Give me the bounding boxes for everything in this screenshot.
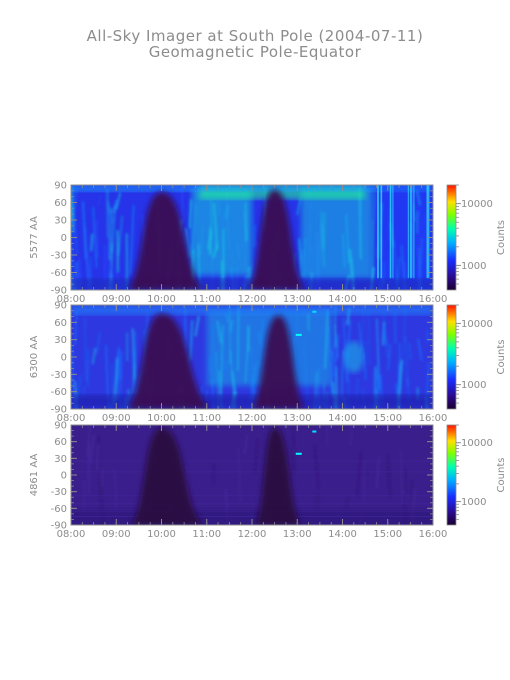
x-tick-label: 14:00	[328, 413, 357, 424]
dark-band-2	[252, 315, 305, 409]
y-tick-label: -30	[51, 370, 67, 381]
x-tick-label: 11:00	[192, 413, 221, 424]
x-tick-label: 12:00	[238, 529, 267, 540]
bright-pixel	[312, 430, 317, 433]
y-axis-label: 4861 AA	[29, 454, 40, 497]
x-tick-label: 13:00	[283, 529, 312, 540]
colorbar-tick-label: 1000	[461, 497, 486, 508]
colorbar-tick-label: 10000	[461, 199, 493, 210]
y-tick-label: 90	[54, 301, 67, 312]
x-tick-label: 08:00	[57, 413, 86, 424]
x-tick-label: 15:00	[373, 413, 402, 424]
x-tick-label: 11:00	[192, 294, 221, 305]
dark-band-2	[248, 189, 305, 290]
x-tick-label: 14:00	[328, 294, 357, 305]
bright-pixel	[312, 310, 317, 313]
x-tick-label: 15:00	[373, 294, 402, 305]
colorbar-label: Counts	[496, 220, 507, 255]
x-tick-label: 08:00	[57, 529, 86, 540]
keogram-image	[71, 185, 433, 290]
y-tick-label: 60	[54, 437, 67, 448]
y-tick-label: 0	[61, 233, 67, 244]
x-tick-label: 14:00	[328, 529, 357, 540]
x-tick-label: 09:00	[102, 529, 131, 540]
keogram-image	[71, 425, 433, 525]
y-tick-label: -30	[51, 251, 67, 262]
x-tick-label: 11:00	[192, 529, 221, 540]
y-tick-label: -90	[51, 286, 67, 297]
x-tick-label: 10:00	[147, 529, 176, 540]
y-tick-label: 90	[54, 181, 67, 192]
x-tick-label: 08:00	[57, 294, 86, 305]
y-tick-label: -30	[51, 487, 67, 498]
x-tick-label: 10:00	[147, 413, 176, 424]
colorbar-tick-label: 1000	[461, 261, 486, 272]
x-tick-label: 09:00	[102, 294, 131, 305]
dark-band-1	[131, 427, 203, 525]
y-tick-label: -90	[51, 405, 67, 416]
dark-band-1	[127, 192, 203, 290]
colorbar: 10000 1000 Counts	[446, 304, 507, 410]
bright-pixel	[295, 452, 302, 455]
y-tick-label: 0	[61, 471, 67, 482]
x-tick-label: 15:00	[373, 529, 402, 540]
colorbar-tick-label: 10000	[461, 438, 493, 449]
colorbar-label: Counts	[496, 340, 507, 375]
y-tick-label: 30	[54, 454, 67, 465]
x-tick-label: 16:00	[419, 413, 448, 424]
y-tick-label: 60	[54, 198, 67, 209]
y-tick-label: 60	[54, 318, 67, 329]
colorbar-gradient	[446, 304, 457, 410]
y-tick-label: -90	[51, 521, 67, 532]
x-tick-label: 10:00	[147, 294, 176, 305]
dark-band-1	[127, 313, 211, 409]
y-axis-label: 6300 AA	[29, 336, 40, 379]
y-tick-label: 30	[54, 216, 67, 227]
y-tick-label: 0	[61, 353, 67, 364]
colorbar-label: Counts	[496, 458, 507, 493]
y-tick-label: -60	[51, 387, 67, 398]
x-tick-label: 13:00	[283, 413, 312, 424]
colorbar: 10000 1000 Counts	[446, 184, 507, 291]
chart-title: All-Sky Imager at South Pole (2004-07-11…	[86, 27, 424, 45]
colorbar: 10000 1000 Counts	[446, 424, 507, 526]
x-tick-label: 13:00	[283, 294, 312, 305]
colorbar-tick-label: 1000	[461, 380, 486, 391]
x-tick-label: 16:00	[419, 529, 448, 540]
x-tick-label: 09:00	[102, 413, 131, 424]
keogram-image	[71, 305, 433, 409]
x-tick-label: 16:00	[419, 294, 448, 305]
chart-subtitle: Geomagnetic Pole-Equator	[148, 43, 362, 61]
colorbar-gradient	[446, 184, 457, 291]
y-tick-label: 90	[54, 421, 67, 432]
dark-band-2	[255, 427, 302, 525]
colorbar-gradient	[446, 424, 457, 526]
x-tick-label: 12:00	[238, 413, 267, 424]
x-tick-label: 12:00	[238, 294, 267, 305]
y-tick-label: 30	[54, 335, 67, 346]
y-axis-label: 5577 AA	[29, 216, 40, 259]
colorbar-tick-label: 10000	[461, 319, 493, 330]
y-tick-label: -60	[51, 268, 67, 279]
y-tick-label: -60	[51, 504, 67, 515]
bright-pixel	[295, 333, 302, 336]
